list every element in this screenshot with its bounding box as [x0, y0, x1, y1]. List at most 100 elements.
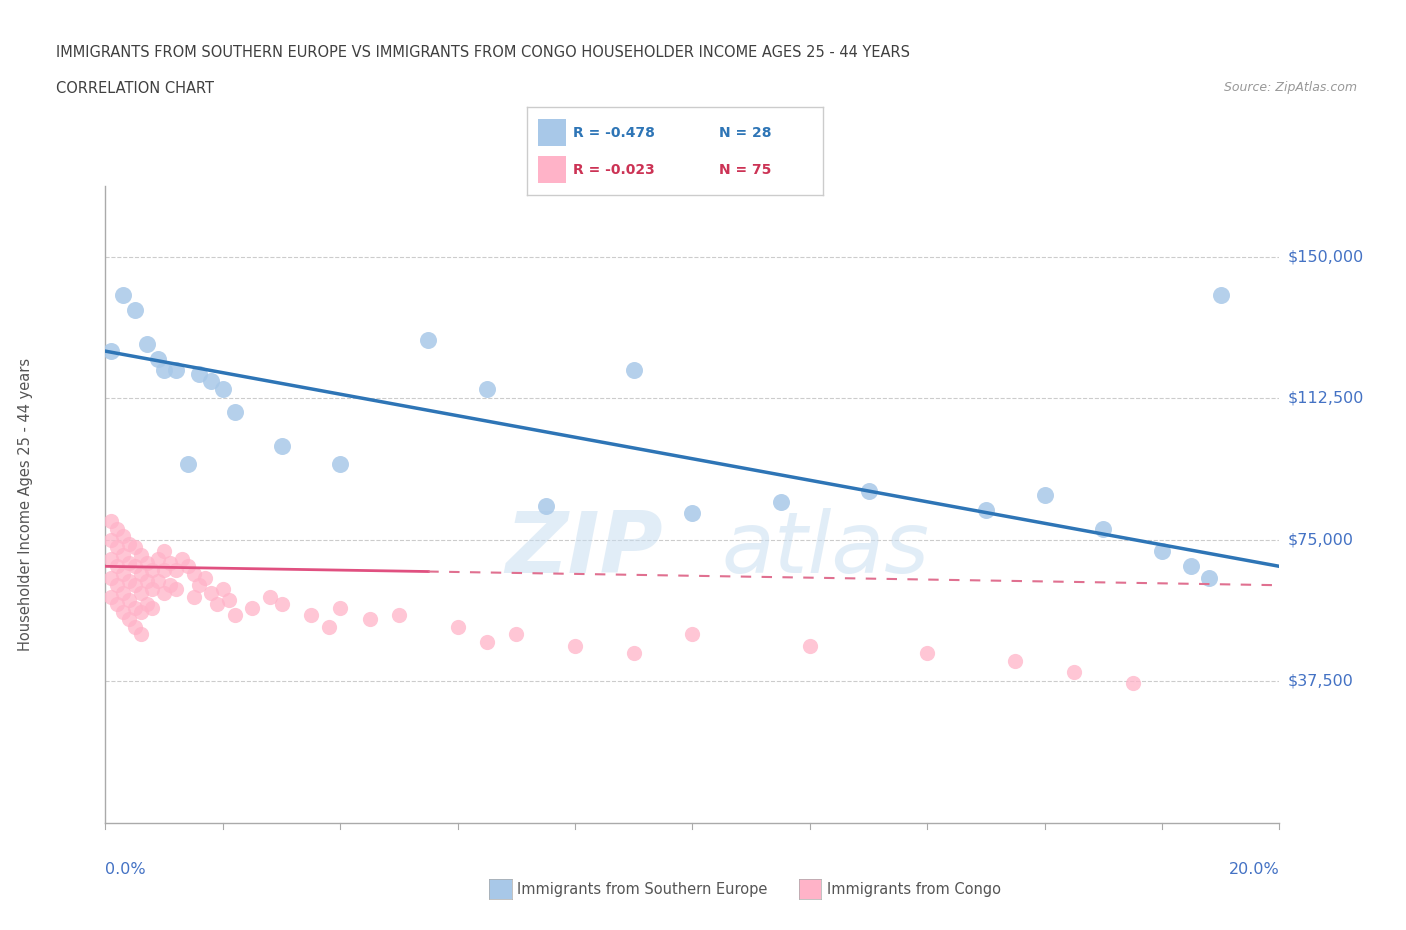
Point — [105, 578, 128, 592]
Point — [124, 540, 146, 555]
Point — [124, 559, 146, 574]
Point — [534, 498, 557, 513]
Point — [917, 645, 939, 660]
Point — [218, 593, 240, 608]
Point — [1180, 559, 1202, 574]
Point — [270, 438, 292, 453]
Point — [165, 363, 187, 378]
Point — [224, 608, 246, 623]
Point — [124, 578, 146, 592]
Text: R = -0.478: R = -0.478 — [574, 126, 655, 140]
Point — [124, 302, 146, 317]
Point — [974, 502, 997, 517]
Point — [1122, 676, 1144, 691]
Point — [124, 619, 146, 634]
Text: R = -0.023: R = -0.023 — [574, 163, 655, 177]
Point — [129, 604, 152, 619]
Point — [105, 559, 128, 574]
Point — [170, 551, 193, 566]
Text: $112,500: $112,500 — [1288, 391, 1364, 405]
Point — [148, 574, 170, 589]
Text: Householder Income Ages 25 - 44 years: Householder Income Ages 25 - 44 years — [18, 358, 32, 651]
Point — [682, 506, 704, 521]
Point — [176, 457, 198, 472]
Point — [1198, 570, 1220, 585]
Point — [112, 287, 135, 302]
Point — [200, 585, 222, 600]
Point — [1150, 544, 1173, 559]
Point — [418, 332, 440, 347]
Text: CORRELATION CHART: CORRELATION CHART — [56, 81, 214, 96]
Point — [299, 608, 322, 623]
Point — [148, 551, 170, 566]
Point — [475, 381, 498, 396]
Point — [153, 544, 176, 559]
Point — [505, 627, 527, 642]
Text: Source: ZipAtlas.com: Source: ZipAtlas.com — [1223, 81, 1357, 94]
Point — [1004, 653, 1026, 668]
Point — [165, 563, 187, 578]
Point — [564, 638, 586, 653]
Point — [165, 581, 187, 596]
Point — [318, 619, 340, 634]
Point — [129, 627, 152, 642]
Point — [100, 533, 122, 548]
Text: ZIP: ZIP — [506, 508, 664, 591]
Text: IMMIGRANTS FROM SOUTHERN EUROPE VS IMMIGRANTS FROM CONGO HOUSEHOLDER INCOME AGES: IMMIGRANTS FROM SOUTHERN EUROPE VS IMMIG… — [56, 45, 910, 60]
Point — [188, 578, 211, 592]
Point — [141, 601, 163, 616]
Point — [153, 585, 176, 600]
Text: Immigrants from Southern Europe: Immigrants from Southern Europe — [517, 882, 768, 897]
Point — [141, 581, 163, 596]
Text: N = 75: N = 75 — [720, 163, 772, 177]
Point — [769, 495, 792, 510]
Point — [799, 638, 821, 653]
Point — [118, 593, 141, 608]
Point — [329, 601, 352, 616]
Point — [159, 578, 181, 592]
Text: 20.0%: 20.0% — [1229, 862, 1279, 877]
Text: $150,000: $150,000 — [1288, 249, 1364, 264]
Point — [858, 484, 880, 498]
Point — [329, 457, 352, 472]
Point — [224, 405, 246, 419]
Point — [141, 563, 163, 578]
Point — [124, 601, 146, 616]
Text: $75,000: $75,000 — [1288, 532, 1354, 548]
Point — [153, 363, 176, 378]
Point — [129, 566, 152, 581]
Point — [211, 381, 233, 396]
Point — [112, 585, 135, 600]
Point — [205, 597, 228, 612]
Text: $37,500: $37,500 — [1288, 674, 1354, 689]
Point — [259, 589, 281, 604]
Point — [105, 521, 128, 536]
Point — [176, 559, 198, 574]
Point — [118, 537, 141, 551]
Point — [159, 555, 181, 570]
Point — [475, 634, 498, 649]
Point — [623, 363, 645, 378]
Point — [135, 597, 157, 612]
Point — [183, 589, 205, 604]
Point — [183, 566, 205, 581]
Point — [148, 352, 170, 366]
Point — [211, 581, 233, 596]
Point — [359, 612, 381, 627]
Point — [153, 563, 176, 578]
Point — [446, 619, 468, 634]
Point — [1092, 521, 1115, 536]
Point — [1209, 287, 1232, 302]
Point — [240, 601, 263, 616]
Point — [129, 585, 152, 600]
Point — [188, 366, 211, 381]
Point — [100, 570, 122, 585]
Point — [682, 627, 704, 642]
Point — [105, 597, 128, 612]
Point — [270, 597, 292, 612]
Point — [388, 608, 411, 623]
Text: atlas: atlas — [721, 508, 929, 591]
Point — [129, 548, 152, 563]
Point — [100, 513, 122, 528]
Bar — [537, 156, 565, 183]
